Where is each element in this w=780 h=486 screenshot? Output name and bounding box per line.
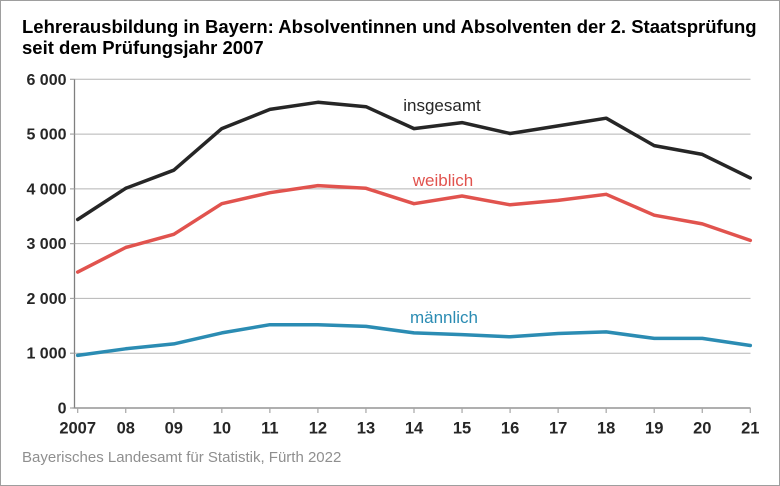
y-tick-label: 3 000 bbox=[26, 236, 66, 253]
x-tick-label: 09 bbox=[165, 420, 183, 438]
series-line-maennlich bbox=[75, 322, 753, 358]
x-tick-label: 14 bbox=[405, 420, 424, 438]
x-tick-label: 17 bbox=[549, 420, 567, 438]
x-tick-label: 2007 bbox=[59, 420, 96, 438]
x-tick-label: 12 bbox=[309, 420, 327, 438]
x-tick-label: 20 bbox=[693, 420, 711, 438]
series-label-weiblich: weiblich bbox=[412, 171, 473, 190]
x-tick-label: 15 bbox=[453, 420, 471, 438]
source-attribution: Bayerisches Landesamt für Statistik, Für… bbox=[22, 449, 342, 466]
y-tick-label: 5 000 bbox=[26, 127, 66, 144]
x-tick-label: 18 bbox=[597, 420, 615, 438]
chart-title: Lehrerausbildung in Bayern: Absolventinn… bbox=[22, 16, 767, 58]
y-tick-label: 4 000 bbox=[26, 181, 66, 198]
x-tick-label: 08 bbox=[117, 420, 135, 438]
x-tick-label: 16 bbox=[501, 420, 519, 438]
y-tick-label: 2 000 bbox=[26, 291, 66, 308]
chart-title-line2: seit dem Prüfungsjahr 2007 bbox=[22, 37, 264, 58]
series-line-weiblich bbox=[75, 183, 753, 274]
series-label-insgesamt: insgesamt bbox=[403, 96, 481, 115]
x-tick-label: 10 bbox=[213, 420, 231, 438]
y-tick-label: 0 bbox=[58, 401, 67, 418]
chart-title-line1: Lehrerausbildung in Bayern: Absolventinn… bbox=[22, 16, 757, 37]
series-line-insgesamt bbox=[75, 100, 753, 222]
x-tick-label: 11 bbox=[261, 420, 278, 438]
y-tick-label: 6 000 bbox=[26, 72, 66, 89]
series-label-maennlich: männlich bbox=[410, 308, 478, 327]
x-tick-label: 21 bbox=[741, 420, 759, 438]
x-tick-label: 19 bbox=[645, 420, 663, 438]
x-tick-label: 13 bbox=[357, 420, 375, 438]
y-tick-label: 1 000 bbox=[26, 346, 66, 363]
